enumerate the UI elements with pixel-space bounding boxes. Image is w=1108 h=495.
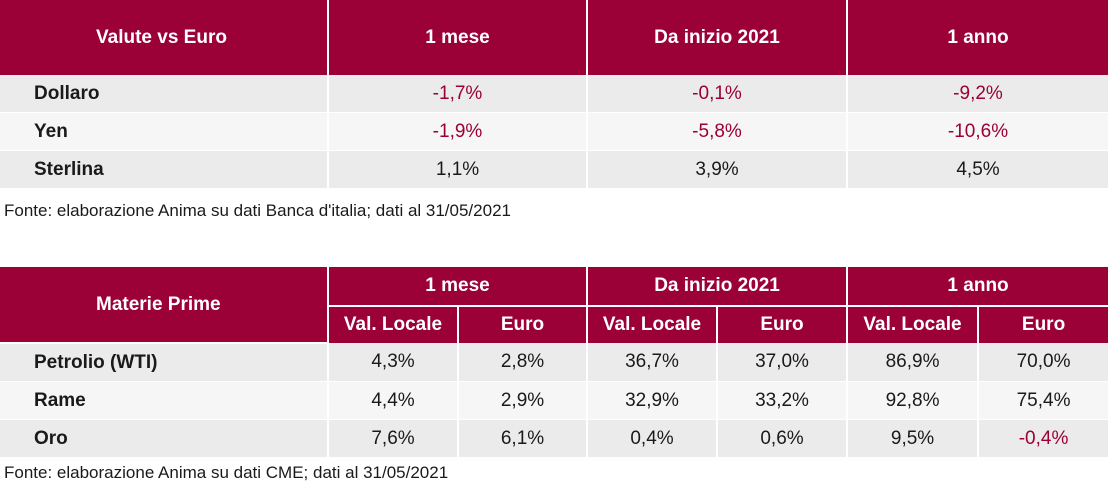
cell-value: 86,9% <box>847 343 980 382</box>
cell-value: -9,2% <box>847 75 1108 113</box>
table-row: Yen -1,9% -5,8% -10,6% <box>0 112 1108 151</box>
subheader-local: Val. Locale <box>587 306 719 343</box>
table-row: Oro 7,6% 6,1% 0,4% 0,6% 9,5% -0,4% <box>0 419 1108 458</box>
commodities-sub-header: Val. Locale Euro Val. Locale Euro Val. L… <box>0 306 1108 343</box>
cell-value: 37,0% <box>717 343 849 382</box>
commodities-group-header: Materie Prime 1 mese Da inizio 2021 1 an… <box>0 267 1108 344</box>
cell-value: 2,8% <box>458 343 589 382</box>
row-label: Dollaro <box>0 75 329 113</box>
cell-value: 92,8% <box>847 381 980 420</box>
row-label: Rame <box>0 381 329 420</box>
subheader-local: Val. Locale <box>328 306 459 343</box>
cell-value: -0,4% <box>978 419 1108 458</box>
cell-value: -0,1% <box>587 75 848 113</box>
header-currencies: Valute vs Euro <box>0 0 329 75</box>
header-1-year: 1 anno <box>847 0 1108 75</box>
commodities-table: Materie Prime 1 mese Da inizio 2021 1 an… <box>0 267 1108 458</box>
cell-value: 7,6% <box>328 419 459 458</box>
row-label: Yen <box>0 112 329 151</box>
cell-value: 36,7% <box>587 343 719 382</box>
row-label: Sterlina <box>0 150 329 189</box>
cell-value: 4,3% <box>328 343 459 382</box>
cell-value: 3,9% <box>587 150 848 189</box>
currency-table: Valute vs Euro 1 mese Da inizio 2021 1 a… <box>0 0 1108 189</box>
row-label: Oro <box>0 419 329 458</box>
cell-value: 75,4% <box>978 381 1108 420</box>
header-group-1-year: 1 anno <box>847 267 1108 307</box>
cell-value: 0,4% <box>587 419 719 458</box>
cell-value: 0,6% <box>717 419 849 458</box>
cell-value: 4,4% <box>328 381 459 420</box>
subheader-euro: Euro <box>717 306 849 343</box>
cell-value: 32,9% <box>587 381 719 420</box>
cell-value: -1,9% <box>328 112 588 151</box>
header-1-month: 1 mese <box>328 0 588 75</box>
header-ytd: Da inizio 2021 <box>587 0 848 75</box>
table-row: Petrolio (WTI) 4,3% 2,8% 36,7% 37,0% 86,… <box>0 343 1108 382</box>
table-row: Rame 4,4% 2,9% 32,9% 33,2% 92,8% 75,4% <box>0 381 1108 420</box>
table-row: Sterlina 1,1% 3,9% 4,5% <box>0 150 1108 189</box>
cell-value: -1,7% <box>328 75 588 113</box>
currency-table-header: Valute vs Euro 1 mese Da inizio 2021 1 a… <box>0 0 1108 75</box>
cell-value: 33,2% <box>717 381 849 420</box>
subheader-local: Val. Locale <box>847 306 980 343</box>
row-label: Petrolio (WTI) <box>0 343 329 382</box>
table-row: Dollaro -1,7% -0,1% -9,2% <box>0 75 1108 113</box>
cell-value: 9,5% <box>847 419 980 458</box>
header-group-ytd: Da inizio 2021 <box>587 267 849 307</box>
header-group-1-month: 1 mese <box>328 267 589 307</box>
cell-value: 1,1% <box>328 150 588 189</box>
cell-value: -5,8% <box>587 112 848 151</box>
currency-source-note: Fonte: elaborazione Anima su dati Banca … <box>4 201 511 220</box>
cell-value: 70,0% <box>978 343 1108 382</box>
subheader-euro: Euro <box>978 306 1108 343</box>
cell-value: -10,6% <box>847 112 1108 151</box>
cell-value: 4,5% <box>847 150 1108 189</box>
cell-value: 6,1% <box>458 419 589 458</box>
header-commodities: Materie Prime <box>0 267 329 344</box>
cell-value: 2,9% <box>458 381 589 420</box>
commodities-source-note: Fonte: elaborazione Anima su dati CME; d… <box>4 463 449 482</box>
subheader-euro: Euro <box>458 306 589 343</box>
